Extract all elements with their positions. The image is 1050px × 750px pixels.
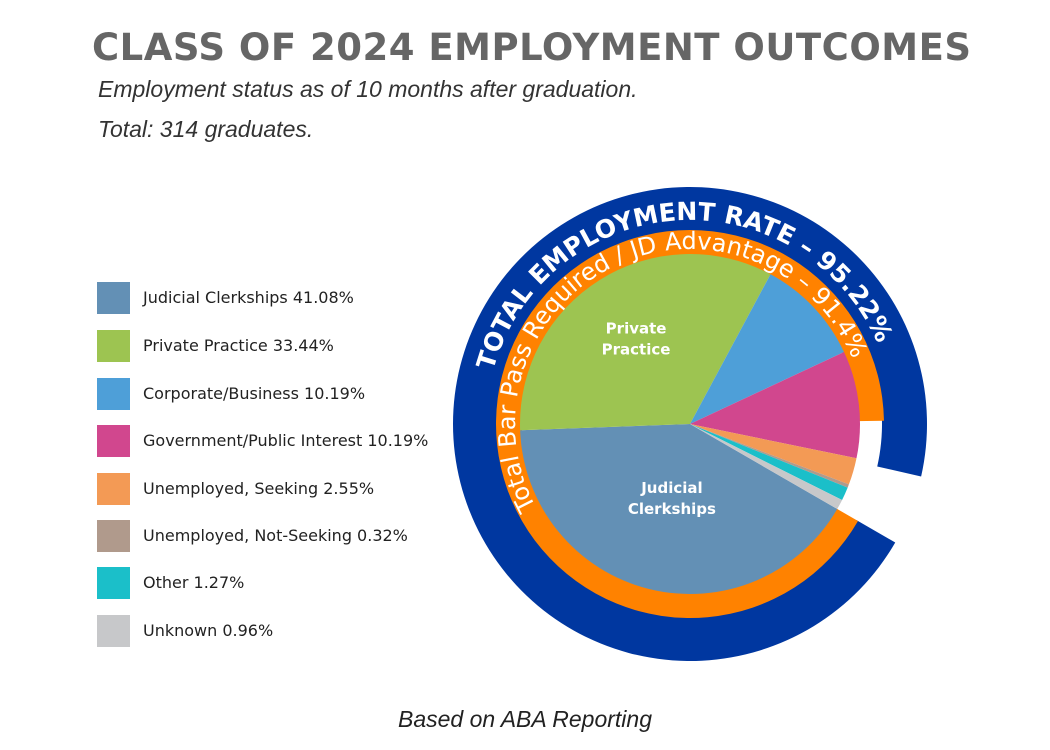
legend-swatch-judicial-clerkships xyxy=(97,282,130,314)
chart-footnote: Based on ABA Reporting xyxy=(397,706,652,732)
legend-label-unemployed-seeking: Unemployed, Seeking 2.55% xyxy=(143,479,375,498)
slice-label-judicial-clerkships: Judicial Clerkships xyxy=(628,479,716,518)
slice-government-public-interest xyxy=(690,352,860,459)
slice-unemployed-not-seeking xyxy=(690,424,849,488)
legend-swatch-unemployed-seeking xyxy=(97,473,130,505)
slice-unknown xyxy=(690,424,843,509)
slice-other xyxy=(690,424,848,500)
slice-label-private-practice: Private Practice xyxy=(602,319,671,358)
slice-unemployed-seeking xyxy=(690,424,857,485)
legend-label-judicial-clerkships: Judicial Clerkships 41.08% xyxy=(143,288,354,307)
slice-judicial-clerkships xyxy=(520,424,838,595)
legend-label-government-public-interest: Government/Public Interest 10.19% xyxy=(143,431,429,450)
legend-label-private-practice: Private Practice 33.44% xyxy=(143,336,334,355)
legend-swatch-unemployed-not-seeking xyxy=(97,520,130,552)
legend-swatch-corporate-business xyxy=(97,378,130,410)
legend-label-unemployed-not-seeking: Unemployed, Not-Seeking 0.32% xyxy=(143,526,408,545)
legend-swatch-other xyxy=(97,567,130,599)
legend-label-corporate-business: Corporate/Business 10.19% xyxy=(143,384,366,403)
legend-swatch-government-public-interest xyxy=(97,425,130,457)
slice-corporate-business xyxy=(690,274,845,424)
legend-swatch-unknown xyxy=(97,615,130,647)
legend-label-unknown: Unknown 0.96% xyxy=(143,621,274,640)
chart-title: CLASS OF 2024 EMPLOYMENT OUTCOMES xyxy=(92,26,972,69)
chart-subtitle-total: Total: 314 graduates. xyxy=(98,116,314,142)
slice-private-practice xyxy=(520,254,771,431)
chart-subtitle-status: Employment status as of 10 months after … xyxy=(98,76,638,102)
legend-label-other: Other 1.27% xyxy=(143,573,245,592)
legend-swatch-private-practice xyxy=(97,330,130,362)
